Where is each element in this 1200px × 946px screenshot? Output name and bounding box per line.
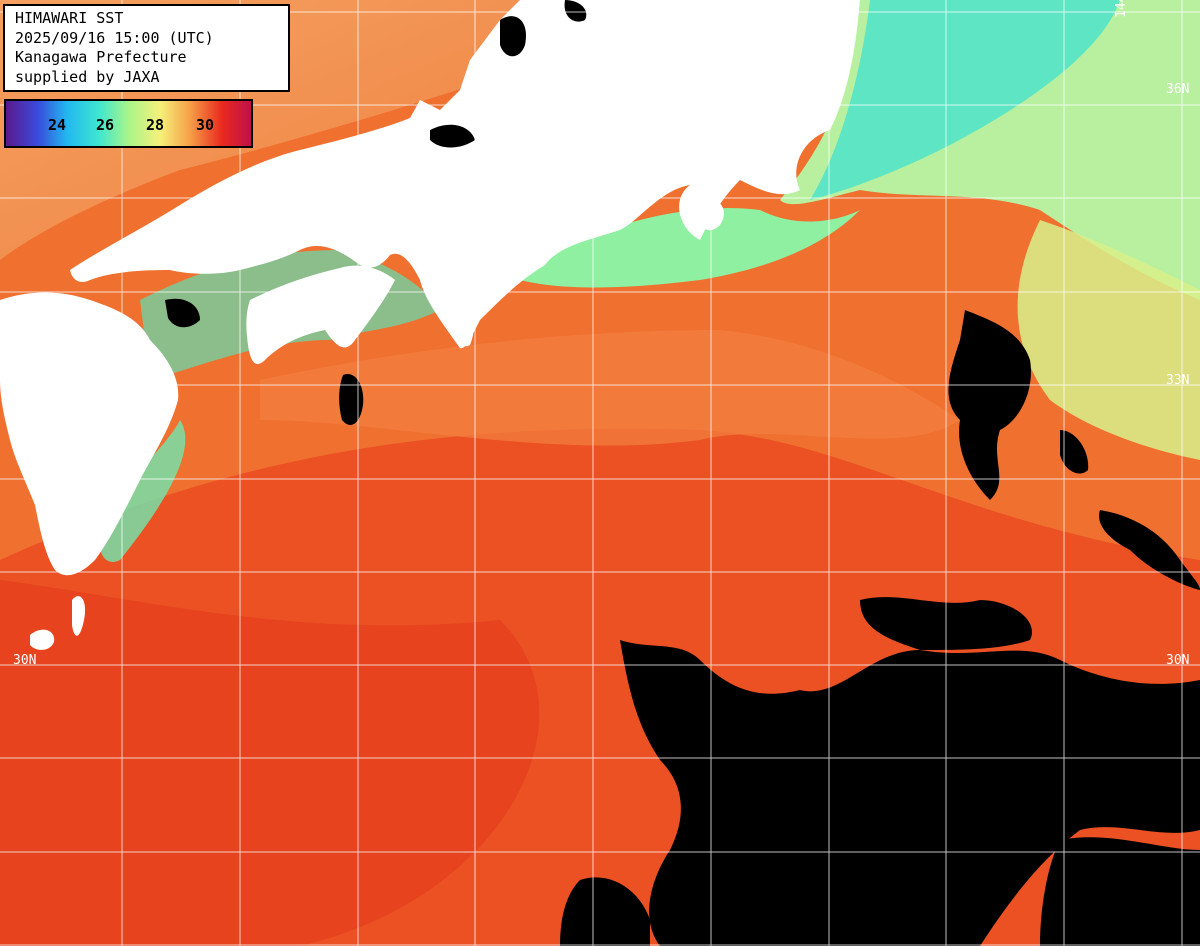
- no-data-lower-right: [1040, 837, 1200, 946]
- color-bar: 24 26 28 30: [4, 99, 253, 148]
- lat-label-30n-right: 30N: [1166, 653, 1190, 668]
- info-timestamp: 2025/09/16 15:00 (UTC): [15, 28, 214, 47]
- no-data-bottom-left: [560, 877, 650, 946]
- lat-label-33n-right: 33N: [1166, 373, 1190, 388]
- lat-label-33-left: 33: [10, 373, 26, 388]
- hot-water-core: [0, 580, 540, 946]
- color-bar-tick: 26: [96, 116, 115, 134]
- no-data-north-3: [564, 0, 587, 22]
- no-data-east-blob: [948, 310, 1031, 500]
- no-data-north-1: [500, 16, 526, 57]
- cool-water-ne-core: [810, 0, 1120, 200]
- no-data-north-2: [430, 124, 475, 148]
- land-tanegashima: [72, 596, 86, 636]
- no-data-inland-sea: [165, 298, 200, 328]
- no-data-central-spot: [339, 374, 364, 425]
- land-kii: [450, 290, 474, 347]
- no-data-east-edge: [1099, 510, 1200, 590]
- no-data-east-small: [1060, 430, 1089, 474]
- lon-label-144e: 144E: [1114, 0, 1129, 18]
- lat-label-30n-left: 30N: [13, 653, 37, 668]
- color-bar-tick: 30: [196, 116, 215, 134]
- land-yakushima: [30, 629, 55, 650]
- info-prefecture: Kanagawa Prefecture: [15, 48, 187, 66]
- land-kyushu: [0, 292, 179, 576]
- color-bar-tick: 24: [48, 116, 67, 134]
- coastal-cool-kyushu: [99, 420, 186, 562]
- land-honshu: [70, 0, 860, 349]
- info-supplier: supplied by JAXA: [15, 67, 160, 86]
- lat-label-36n-right: 36N: [1166, 82, 1190, 97]
- no-data-south-large: [620, 640, 1200, 946]
- coastal-cool-band: [520, 208, 860, 288]
- cool-water-east: [1017, 220, 1200, 460]
- info-box: HIMAWARI SST 2025/09/16 15:00 (UTC) Kana…: [3, 4, 290, 92]
- warm-band: [260, 330, 960, 446]
- color-bar-tick: 28: [146, 116, 165, 134]
- info-title: HIMAWARI SST: [15, 9, 124, 27]
